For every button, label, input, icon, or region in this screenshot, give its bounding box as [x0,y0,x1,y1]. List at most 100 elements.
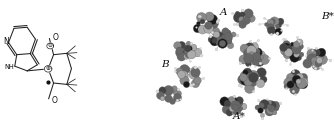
Point [258,109,263,112]
Point [181,79,187,81]
Point [278,102,283,104]
Point [238,115,243,117]
Point [298,53,304,55]
Point [186,47,191,49]
Point [287,76,293,78]
Point [290,43,295,45]
Point [174,96,180,99]
Point [305,62,310,64]
Point [174,99,180,101]
Point [283,87,288,89]
Point [296,83,302,85]
Point [238,62,243,64]
Text: B*: B* [321,12,334,21]
Point [238,85,243,87]
Point [280,45,285,48]
Point [197,66,202,68]
Point [267,26,272,28]
Point [191,68,196,70]
Point [257,82,263,84]
Point [186,53,191,55]
Point [283,85,289,87]
Polygon shape [44,66,52,72]
Point [184,68,190,70]
Point [225,104,231,106]
Point [296,40,302,43]
Point [175,87,181,90]
Point [226,35,231,38]
Point [197,47,202,49]
Point [235,16,240,18]
Point [180,77,186,79]
Point [279,29,284,31]
Point [222,30,227,32]
Point [228,99,234,101]
Point [195,22,200,24]
Point [266,105,272,107]
Point [264,23,269,25]
Point [269,107,274,109]
Point [165,97,171,99]
Point [293,43,298,45]
Point [240,23,245,25]
Point [199,28,205,31]
Point [231,100,236,102]
Point [284,43,289,45]
Point [194,27,200,29]
Point [234,23,240,25]
Point [207,32,212,34]
Point [253,55,258,57]
Point [200,77,205,79]
Point [273,104,278,106]
Point [282,52,288,54]
Point [159,89,164,91]
Point [171,87,177,90]
Point [207,35,213,37]
Point [258,62,263,64]
Point [165,89,171,91]
Point [255,39,260,42]
Point [300,81,305,83]
Point [206,14,211,17]
Point [205,27,211,29]
Point [285,53,290,55]
Point [185,42,190,44]
Point [295,39,301,41]
Point [274,25,280,27]
Point [248,49,254,51]
Point [238,18,243,20]
Point [219,42,224,44]
Point [189,42,194,44]
Point [239,9,244,11]
Point [313,51,318,54]
Point [225,31,230,33]
Point [158,94,163,96]
Point [190,46,195,49]
Point [317,59,322,61]
Point [231,23,236,25]
Point [226,111,232,113]
Point [283,59,289,61]
Point [176,92,181,94]
Point [319,51,324,53]
Point [250,74,256,76]
Point [239,78,245,80]
Point [211,40,216,42]
Point [286,81,291,83]
Point [190,83,196,85]
Text: ⊕: ⊕ [46,66,50,71]
Point [241,105,246,107]
Point [245,57,251,59]
Point [196,14,201,17]
Point [260,78,266,80]
Point [242,71,247,73]
Point [288,83,293,85]
Point [198,54,204,56]
Point [246,46,252,48]
Point [262,103,267,105]
Point [275,30,280,32]
Point [248,17,253,19]
Text: A: A [219,8,227,17]
Point [261,58,267,60]
Point [311,59,316,61]
